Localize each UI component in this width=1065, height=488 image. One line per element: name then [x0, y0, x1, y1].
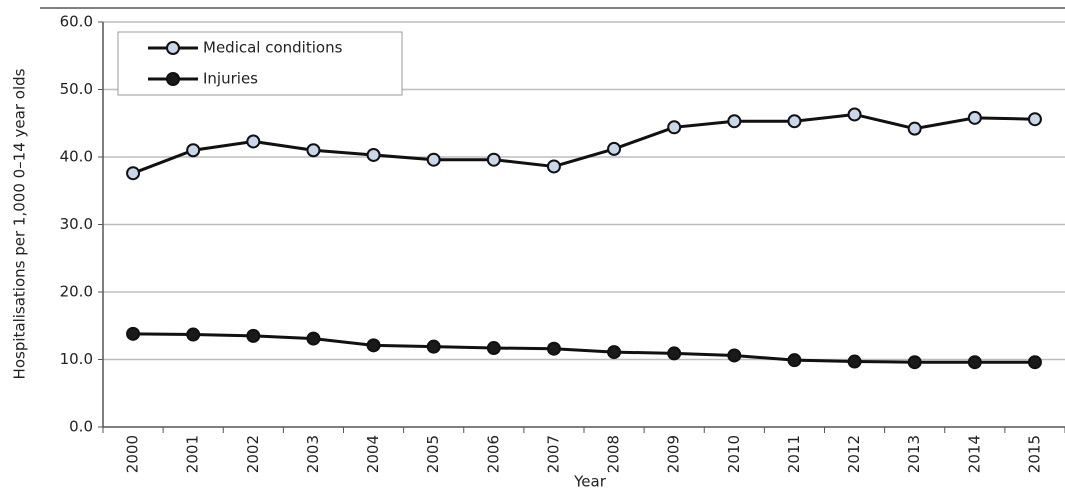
- y-tick-label: 10.0: [60, 350, 93, 368]
- legend-marker: [166, 72, 180, 86]
- y-tick-label: 0.0: [69, 418, 93, 436]
- data-point: [907, 121, 922, 136]
- x-tick-label: 2012: [845, 435, 863, 473]
- x-tick-label: 2009: [665, 435, 683, 473]
- y-axis-title: Hospitalisations per 1,000 0–14 year old…: [11, 68, 29, 379]
- data-point: [667, 120, 682, 135]
- y-tick-label: 20.0: [60, 283, 93, 301]
- legend-label: Injuries: [203, 70, 258, 88]
- data-point: [727, 348, 742, 363]
- data-point: [546, 341, 561, 356]
- x-tick-label: 2010: [725, 435, 743, 473]
- x-tick-label: 2008: [605, 435, 623, 473]
- series-line: [132, 112, 1035, 175]
- data-point: [126, 166, 141, 181]
- x-tick-label: 2003: [304, 435, 322, 473]
- x-tick-label: 2005: [424, 435, 442, 473]
- data-point: [366, 338, 381, 353]
- x-tick-label: 2004: [364, 435, 382, 473]
- data-point: [306, 143, 321, 158]
- data-point: [426, 152, 441, 167]
- data-point: [787, 114, 802, 129]
- y-tick-label: 60.0: [60, 13, 93, 31]
- series-line: [133, 332, 1035, 364]
- y-tick-label: 30.0: [60, 215, 93, 233]
- x-tick-label: 2002: [244, 435, 262, 473]
- x-tick-label: 2001: [184, 435, 202, 473]
- data-point: [546, 159, 561, 174]
- data-point: [426, 339, 441, 354]
- data-point: [607, 345, 622, 360]
- data-point: [246, 134, 261, 149]
- x-tick-label: 2013: [905, 435, 923, 473]
- data-point: [847, 107, 862, 122]
- legend-box: [117, 31, 403, 96]
- data-point: [967, 110, 982, 125]
- legend-label: Medical conditions: [203, 39, 343, 57]
- x-tick-label: 2007: [544, 435, 562, 473]
- data-point: [486, 152, 501, 167]
- y-tick-label: 40.0: [60, 148, 93, 166]
- legend-marker: [166, 41, 180, 55]
- data-point: [366, 147, 381, 162]
- data-point: [1027, 112, 1042, 127]
- data-point: [186, 143, 201, 158]
- data-point: [667, 346, 682, 361]
- data-point: [186, 327, 201, 342]
- data-point: [486, 341, 501, 356]
- y-tick-label: 50.0: [60, 80, 93, 98]
- x-tick-label: 2015: [1025, 435, 1043, 473]
- data-point: [1027, 355, 1042, 370]
- data-point: [306, 331, 321, 346]
- x-tick-label: 2000: [124, 435, 142, 473]
- data-point: [727, 114, 742, 129]
- data-point: [607, 141, 622, 156]
- data-point: [787, 353, 802, 368]
- data-point: [847, 354, 862, 369]
- x-tick-label: 2011: [785, 435, 803, 473]
- data-point: [907, 355, 922, 370]
- x-tick-label: 2006: [484, 435, 502, 473]
- data-point: [967, 355, 982, 370]
- data-point: [246, 328, 261, 343]
- x-tick-label: 2014: [965, 435, 983, 473]
- data-point: [126, 326, 141, 341]
- x-axis-title: Year: [573, 473, 607, 488]
